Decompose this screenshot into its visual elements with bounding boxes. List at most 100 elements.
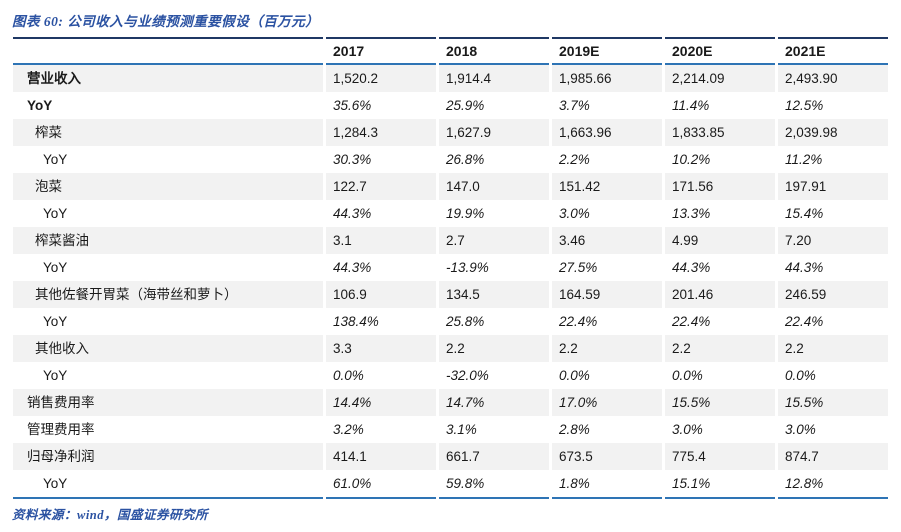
forecast-table: 2017 2018 2019E 2020E 2021E 营业收入 1,520.2 1,914…: [10, 37, 891, 499]
cell-value: 2,493.90: [778, 65, 888, 92]
header-year-2018: 2018: [439, 37, 549, 65]
cell-value: 3.2%: [333, 422, 364, 437]
table-row: YoY 0.0% -32.0% 0.0% 0.0% 0.0%: [13, 362, 888, 389]
cell-value: 201.46: [665, 281, 775, 308]
header-year-2019e: 2019E: [552, 37, 662, 65]
table-row: 其他佐餐开胃菜（海带丝和萝卜） 106.9 134.5 164.59 201.46 246…: [13, 281, 888, 308]
table-row: YoY 61.0% 59.8% 1.8% 15.1% 12.8%: [13, 470, 888, 499]
table-row: 归母净利润 414.1 661.7 673.5 775.4 874.7: [13, 443, 888, 470]
cell-value: 4.99: [665, 227, 775, 254]
cell-value: 11.2%: [785, 152, 823, 167]
cell-value: 26.8%: [446, 152, 485, 167]
cell-value: 44.3%: [333, 206, 372, 221]
cell-value: 2,039.98: [778, 119, 888, 146]
row-label: YoY: [43, 314, 68, 329]
table-row: YoY 35.6% 25.9% 3.7% 11.4% 12.5%: [13, 92, 888, 119]
table-row: YoY 30.3% 26.8% 2.2% 10.2% 11.2%: [13, 146, 888, 173]
figure-title: 图表 60: 公司收入与业绩预测重要假设（百万元）: [12, 14, 320, 29]
cell-value: 0.0%: [785, 368, 816, 383]
cell-value: 3.0%: [672, 422, 703, 437]
cell-value: 10.2%: [672, 152, 711, 167]
cell-value: 61.0%: [326, 470, 436, 499]
cell-value: 12.8%: [778, 470, 888, 499]
cell-value: 164.59: [552, 281, 662, 308]
row-label: 销售费用率: [13, 389, 323, 416]
cell-value: 0.0%: [333, 368, 364, 383]
cell-value: 171.56: [665, 173, 775, 200]
cell-value: 14.4%: [326, 389, 436, 416]
row-label: 其他收入: [13, 335, 323, 362]
cell-value: 3.0%: [785, 422, 816, 437]
table-row: 榨菜酱油 3.1 2.7 3.46 4.99 7.20: [13, 227, 888, 254]
cell-value: 11.4%: [672, 98, 710, 113]
table-row: 销售费用率 14.4% 14.7% 17.0% 15.5% 15.5%: [13, 389, 888, 416]
cell-value: 35.6%: [333, 98, 372, 113]
cell-value: 122.7: [326, 173, 436, 200]
cell-value: 3.1: [326, 227, 436, 254]
cell-value: 44.3%: [785, 260, 824, 275]
cell-value: 414.1: [326, 443, 436, 470]
row-label: YoY: [43, 368, 68, 383]
source-note: 资料来源：wind，国盛证券研究所: [12, 508, 209, 522]
cell-value: -32.0%: [446, 368, 489, 383]
header-year-2020e: 2020E: [665, 37, 775, 65]
table-row: 泡菜 122.7 147.0 151.42 171.56 197.91: [13, 173, 888, 200]
cell-value: 2.8%: [559, 422, 590, 437]
table-row: 榨菜 1,284.3 1,627.9 1,663.96 1,833.85 2,039.98: [13, 119, 888, 146]
cell-value: 134.5: [439, 281, 549, 308]
table-row: YoY 44.3% -13.9% 27.5% 44.3% 44.3%: [13, 254, 888, 281]
cell-value: 3.46: [552, 227, 662, 254]
table-row: YoY 138.4% 25.8% 22.4% 22.4% 22.4%: [13, 308, 888, 335]
row-label: YoY: [27, 98, 53, 113]
cell-value: 1.8%: [552, 470, 662, 499]
row-label: 泡菜: [13, 173, 323, 200]
table-row: 其他收入 3.3 2.2 2.2 2.2 2.2: [13, 335, 888, 362]
cell-value: 14.7%: [439, 389, 549, 416]
cell-value: 2.7: [439, 227, 549, 254]
row-label: 榨菜: [13, 119, 323, 146]
row-label: 榨菜酱油: [13, 227, 323, 254]
cell-value: 2.2: [552, 335, 662, 362]
row-label: YoY: [43, 206, 68, 221]
cell-value: 15.1%: [665, 470, 775, 499]
cell-value: 25.9%: [446, 98, 485, 113]
row-label: YoY: [13, 470, 323, 499]
cell-value: 27.5%: [559, 260, 598, 275]
table-header-row: 2017 2018 2019E 2020E 2021E: [13, 37, 888, 65]
cell-value: 30.3%: [333, 152, 372, 167]
row-label: 管理费用率: [27, 422, 95, 437]
cell-value: 2.2: [665, 335, 775, 362]
cell-value: 15.5%: [778, 389, 888, 416]
row-label: 归母净利润: [13, 443, 323, 470]
cell-value: 147.0: [439, 173, 549, 200]
cell-value: 7.20: [778, 227, 888, 254]
cell-value: 59.8%: [439, 470, 549, 499]
cell-value: 3.1%: [446, 422, 477, 437]
cell-value: 138.4%: [333, 314, 379, 329]
cell-value: 2.2: [439, 335, 549, 362]
cell-value: 151.42: [552, 173, 662, 200]
row-label: 其他佐餐开胃菜（海带丝和萝卜）: [13, 281, 323, 308]
cell-value: 3.0%: [559, 206, 590, 221]
cell-value: 2.2%: [559, 152, 590, 167]
cell-value: 1,284.3: [326, 119, 436, 146]
cell-value: 1,985.66: [552, 65, 662, 92]
cell-value: 246.59: [778, 281, 888, 308]
cell-value: 874.7: [778, 443, 888, 470]
cell-value: 1,914.4: [439, 65, 549, 92]
cell-value: 19.9%: [446, 206, 485, 221]
forecast-table-body: 营业收入 1,520.2 1,914.4 1,985.66 2,214.09 2,493.…: [13, 65, 888, 499]
header-year-2021e: 2021E: [778, 37, 888, 65]
cell-value: 1,663.96: [552, 119, 662, 146]
row-label: YoY: [43, 152, 68, 167]
cell-value: 15.5%: [665, 389, 775, 416]
table-row: YoY 44.3% 19.9% 3.0% 13.3% 15.4%: [13, 200, 888, 227]
cell-value: 1,520.2: [326, 65, 436, 92]
header-year-2017: 2017: [326, 37, 436, 65]
cell-value: 106.9: [326, 281, 436, 308]
cell-value: 22.4%: [785, 314, 824, 329]
cell-value: 1,833.85: [665, 119, 775, 146]
cell-value: 0.0%: [672, 368, 703, 383]
cell-value: 3.3: [326, 335, 436, 362]
